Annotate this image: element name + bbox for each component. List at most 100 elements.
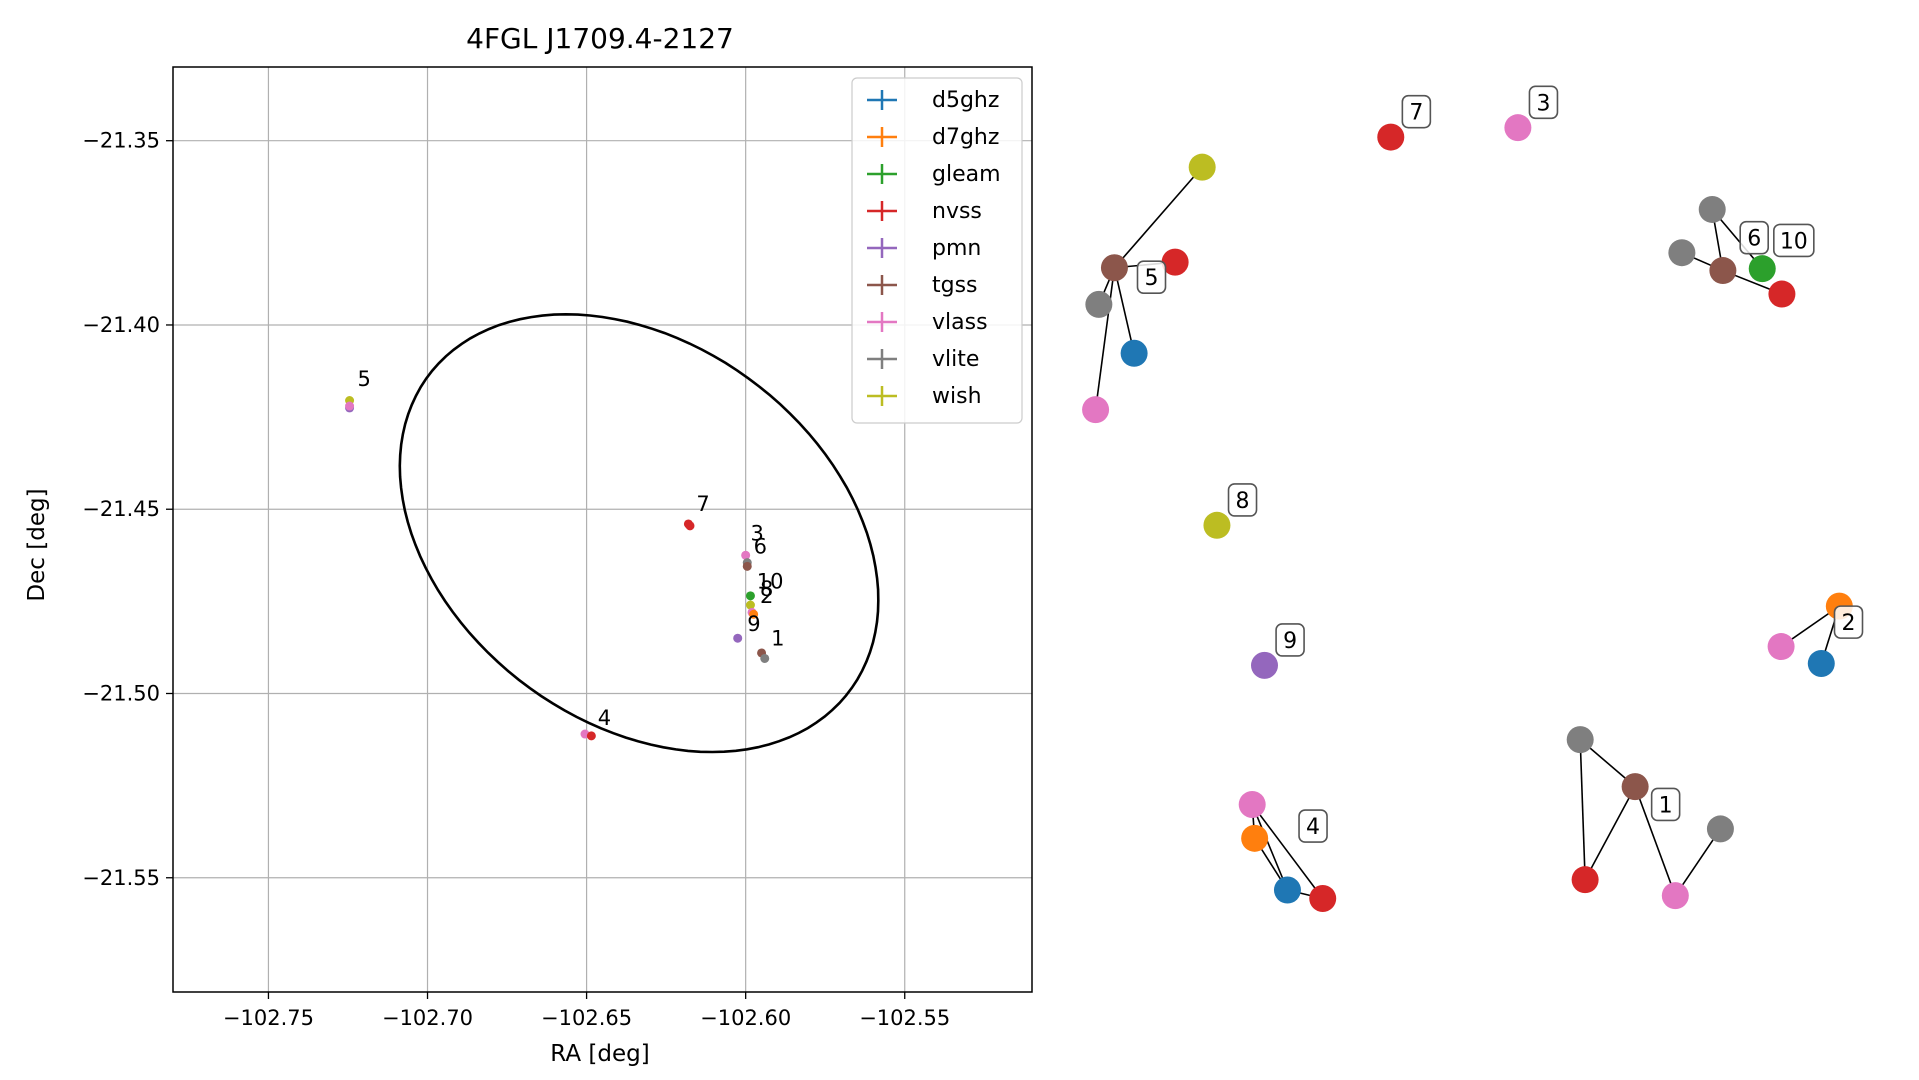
- network-label-box: [1227, 483, 1258, 517]
- data-point: [760, 653, 770, 663]
- legend-entry-wish: wish: [867, 384, 982, 409]
- data-point: [685, 521, 695, 531]
- network-node: [1238, 790, 1266, 818]
- data-point: [741, 550, 751, 560]
- network-node: [1309, 884, 1337, 912]
- network-node: [1571, 866, 1599, 894]
- point-annotation: 2: [760, 584, 773, 608]
- network-labels: 5 7 3 6 10 8 9 2 1 4: [1136, 85, 1864, 843]
- network-edge: [1251, 804, 1289, 891]
- legend-label: gleam: [932, 162, 1001, 187]
- chart-title: 4FGL J1709.4-2127: [466, 22, 734, 55]
- network-node: [1668, 239, 1696, 267]
- network-node: [1188, 153, 1216, 181]
- legend-label: vlite: [932, 347, 979, 372]
- network-node: [1504, 114, 1532, 142]
- x-tick-label: −102.60: [700, 1006, 791, 1030]
- network-label-1: 1: [1650, 787, 1681, 822]
- x-tick-label: −102.70: [382, 1006, 473, 1030]
- point-annotation: 10: [757, 569, 784, 593]
- network-label-box: [1401, 94, 1432, 129]
- point-annotation: 9: [747, 612, 760, 636]
- network-node: [1100, 254, 1128, 282]
- x-axis-ticks: −102.75 −102.70 −102.65 −102.60 −102.55: [223, 992, 950, 1030]
- network-node: [1706, 815, 1734, 843]
- x-axis-label: RA [deg]: [550, 1041, 649, 1067]
- network-node: [1748, 255, 1776, 283]
- legend: d5ghz d7ghz gleam nvss pmn tgss vlass vlite wish: [851, 77, 1023, 424]
- network-label-box: [1528, 85, 1559, 120]
- network-label-8: 8: [1227, 483, 1258, 517]
- network-node: [1251, 651, 1278, 679]
- y-axis-ticks: −21.35 −21.40 −21.45 −21.50 −21.55: [82, 129, 173, 890]
- network-node: [1768, 280, 1796, 308]
- point-annotation: 7: [696, 492, 709, 516]
- legend-label: vlass: [932, 310, 988, 335]
- error-ellipse-layer: [398, 312, 880, 754]
- x-tick-label: −102.55: [859, 1006, 950, 1030]
- x-tick-label: −102.65: [541, 1006, 632, 1030]
- network-label-text: 6: [1747, 227, 1761, 252]
- network-label-text: 8: [1236, 489, 1250, 514]
- error-ellipse: [398, 312, 880, 754]
- data-points: [345, 396, 770, 741]
- network-label-box: [1298, 809, 1328, 843]
- legend-entry-nvss: nvss: [867, 199, 982, 224]
- legend-entry-vlite: vlite: [867, 347, 979, 372]
- network-node: [1377, 123, 1405, 151]
- network-node: [1621, 773, 1649, 801]
- network-node: [1161, 248, 1189, 276]
- y-tick-label: −21.45: [82, 497, 160, 521]
- legend-label: nvss: [932, 199, 982, 224]
- network-node: [1273, 876, 1301, 904]
- network-edge: [1094, 267, 1116, 410]
- network-edge: [1579, 739, 1586, 880]
- network-edge: [1113, 267, 1135, 354]
- network-label-5: 5: [1136, 260, 1167, 294]
- legend-label: tgss: [932, 273, 978, 298]
- legend-entry-pmn: pmn: [867, 236, 981, 261]
- point-annotation: 6: [754, 534, 767, 558]
- network-label-9: 9: [1275, 623, 1305, 657]
- network-label-text: 10: [1780, 229, 1808, 254]
- network-label-text: 7: [1409, 101, 1423, 126]
- network-label-4: 4: [1298, 809, 1328, 843]
- network-node: [1661, 882, 1689, 910]
- network-label-10: 10: [1773, 223, 1815, 258]
- network-label-3: 3: [1528, 85, 1559, 120]
- network-node: [1767, 633, 1795, 661]
- point-annotation: 1: [771, 627, 784, 651]
- legend-entry-gleam: gleam: [867, 162, 1001, 187]
- network-node: [1698, 195, 1726, 223]
- legend-entry-vlass: vlass: [867, 310, 988, 335]
- network-label-text: 2: [1842, 611, 1856, 636]
- network-label-2: 2: [1833, 605, 1864, 639]
- legend-entry-tgss: tgss: [867, 273, 978, 298]
- network-node: [1566, 726, 1594, 754]
- legend-box: [851, 77, 1023, 424]
- network-node: [1807, 649, 1835, 677]
- legend-label: d7ghz: [932, 125, 999, 150]
- network-label-box: [1275, 623, 1305, 657]
- network-edge: [1584, 786, 1636, 881]
- data-point: [586, 731, 596, 741]
- association-network-panel: 5 7 3 6 10 8 9 2 1 4: [1082, 85, 1864, 912]
- network-label-text: 4: [1306, 815, 1320, 840]
- y-tick-label: −21.35: [82, 129, 160, 153]
- network-label-text: 1: [1659, 793, 1673, 818]
- network-label-box: [1833, 605, 1864, 639]
- legend-label: pmn: [932, 236, 981, 261]
- point-annotation: 5: [358, 367, 371, 391]
- network-label-text: 3: [1536, 91, 1550, 116]
- network-edge: [1634, 786, 1677, 896]
- network-node: [1241, 824, 1269, 852]
- network-label-7: 7: [1401, 94, 1432, 129]
- data-point: [745, 591, 755, 601]
- point-annotation: 8: [760, 577, 773, 601]
- legend-entry-d7ghz: d7ghz: [867, 125, 999, 150]
- network-node: [1709, 257, 1737, 285]
- legend-label: d5ghz: [932, 88, 999, 113]
- point-annotation: 4: [598, 706, 611, 730]
